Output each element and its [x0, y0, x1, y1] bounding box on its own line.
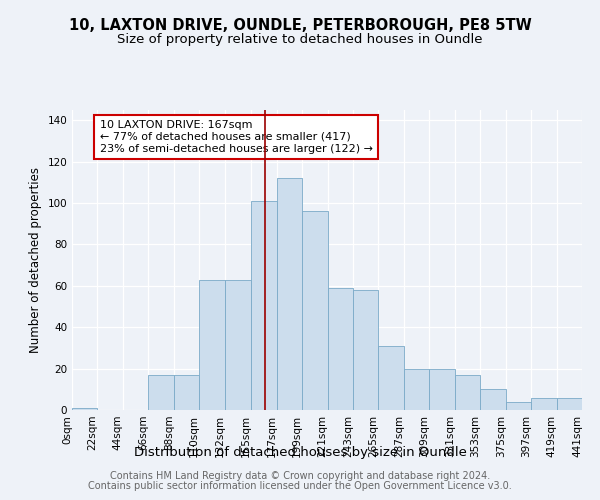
Bar [404, 368, 430, 410]
Bar [531, 398, 557, 410]
Text: 10, LAXTON DRIVE, OUNDLE, PETERBOROUGH, PE8 5TW: 10, LAXTON DRIVE, OUNDLE, PETERBOROUGH, … [68, 18, 532, 32]
Bar [199, 280, 224, 410]
Bar [379, 346, 404, 410]
Bar [148, 375, 174, 410]
Bar [557, 398, 582, 410]
Text: Distribution of detached houses by size in Oundle: Distribution of detached houses by size … [134, 446, 466, 459]
Text: 10 LAXTON DRIVE: 167sqm
← 77% of detached houses are smaller (417)
23% of semi-d: 10 LAXTON DRIVE: 167sqm ← 77% of detache… [100, 120, 373, 154]
Text: Size of property relative to detached houses in Oundle: Size of property relative to detached ho… [117, 32, 483, 46]
Bar [455, 375, 480, 410]
Bar [302, 212, 328, 410]
Y-axis label: Number of detached properties: Number of detached properties [29, 167, 42, 353]
Bar [328, 288, 353, 410]
Bar [72, 408, 97, 410]
Bar [430, 368, 455, 410]
Bar [506, 402, 531, 410]
Bar [353, 290, 379, 410]
Bar [251, 201, 277, 410]
Text: Contains public sector information licensed under the Open Government Licence v3: Contains public sector information licen… [88, 481, 512, 491]
Text: Contains HM Land Registry data © Crown copyright and database right 2024.: Contains HM Land Registry data © Crown c… [110, 471, 490, 481]
Bar [174, 375, 199, 410]
Bar [277, 178, 302, 410]
Bar [582, 406, 600, 410]
Bar [480, 390, 506, 410]
Bar [224, 280, 251, 410]
